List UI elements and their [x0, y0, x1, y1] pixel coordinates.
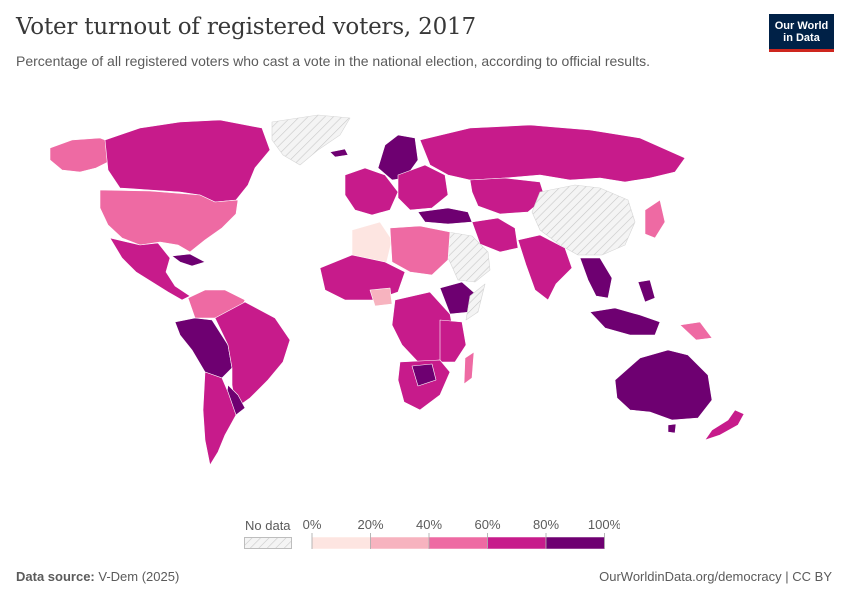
region-turkey[interactable]	[417, 207, 473, 225]
region-madagascar[interactable]	[463, 351, 475, 385]
region-iceland[interactable]	[329, 148, 349, 158]
region-usa[interactable]	[99, 189, 239, 253]
legend-tick-label: 60%	[474, 517, 500, 532]
legend-no-data-swatch	[244, 537, 292, 549]
legend-swatch-0[interactable]	[311, 536, 371, 550]
legend-swatch-3[interactable]	[487, 536, 547, 550]
region-argentina-chile[interactable]	[202, 371, 237, 466]
region-ghana[interactable]	[369, 287, 393, 307]
legend-swatch-1[interactable]	[370, 536, 430, 550]
region-scandinavia[interactable]	[377, 134, 419, 181]
data-source-label: Data source:	[16, 569, 95, 584]
region-southeast-asia[interactable]	[579, 257, 613, 299]
data-source: Data source: V-Dem (2025)	[16, 569, 179, 584]
region-western-europe[interactable]	[344, 167, 399, 216]
region-new-zealand[interactable]	[704, 409, 745, 441]
region-greenland[interactable]	[271, 114, 351, 166]
legend-tick-label: 100%	[588, 517, 620, 532]
region-cuba[interactable]	[171, 253, 206, 267]
legend-no-data-label: No data	[245, 518, 291, 533]
region-indonesia[interactable]	[589, 307, 661, 336]
logo-line-2: in Data	[783, 32, 820, 44]
region-alaska[interactable]	[49, 137, 119, 173]
legend-color-scale: 0% 20% 40% 60% 80% 100%	[303, 517, 620, 550]
world-map[interactable]	[0, 100, 850, 500]
region-brazil[interactable]	[214, 301, 291, 409]
region-east-africa[interactable]	[439, 319, 467, 363]
region-peru-bolivia[interactable]	[174, 317, 233, 379]
region-china[interactable]	[531, 184, 636, 256]
legend-tick-label: 80%	[533, 517, 559, 532]
region-philippines[interactable]	[637, 279, 656, 303]
region-australia[interactable]	[614, 349, 713, 421]
region-eastern-europe[interactable]	[397, 164, 449, 211]
footer-url[interactable]: OurWorldinData.org/democracy | CC BY	[599, 569, 832, 584]
region-russia[interactable]	[419, 124, 686, 183]
legend-tick-label: 40%	[416, 517, 442, 532]
region-canada[interactable]	[104, 119, 271, 203]
region-japan[interactable]	[644, 199, 666, 239]
legend-tick-label: 20%	[357, 517, 383, 532]
region-central-asia[interactable]	[469, 177, 546, 215]
region-mexico[interactable]	[109, 237, 191, 301]
legend-swatch-4[interactable]	[545, 536, 605, 550]
region-tasmania[interactable]	[667, 423, 677, 434]
logo-line-1: Our World	[774, 20, 829, 32]
chart-subtitle: Percentage of all registered voters who …	[16, 53, 650, 69]
owid-logo[interactable]: Our World in Data	[769, 14, 834, 52]
region-papua-new-guinea[interactable]	[679, 321, 713, 341]
region-north-africa[interactable]	[389, 225, 451, 276]
region-zimbabwe[interactable]	[411, 363, 437, 387]
region-southern-africa[interactable]	[397, 359, 451, 411]
region-india[interactable]	[517, 234, 573, 301]
data-source-value[interactable]: V-Dem (2025)	[98, 569, 180, 584]
chart-title: Voter turnout of registered voters, 2017	[16, 14, 476, 40]
legend-tick-label: 0%	[303, 517, 322, 532]
legend-swatch-2[interactable]	[428, 536, 488, 550]
region-somalia[interactable]	[465, 283, 486, 321]
